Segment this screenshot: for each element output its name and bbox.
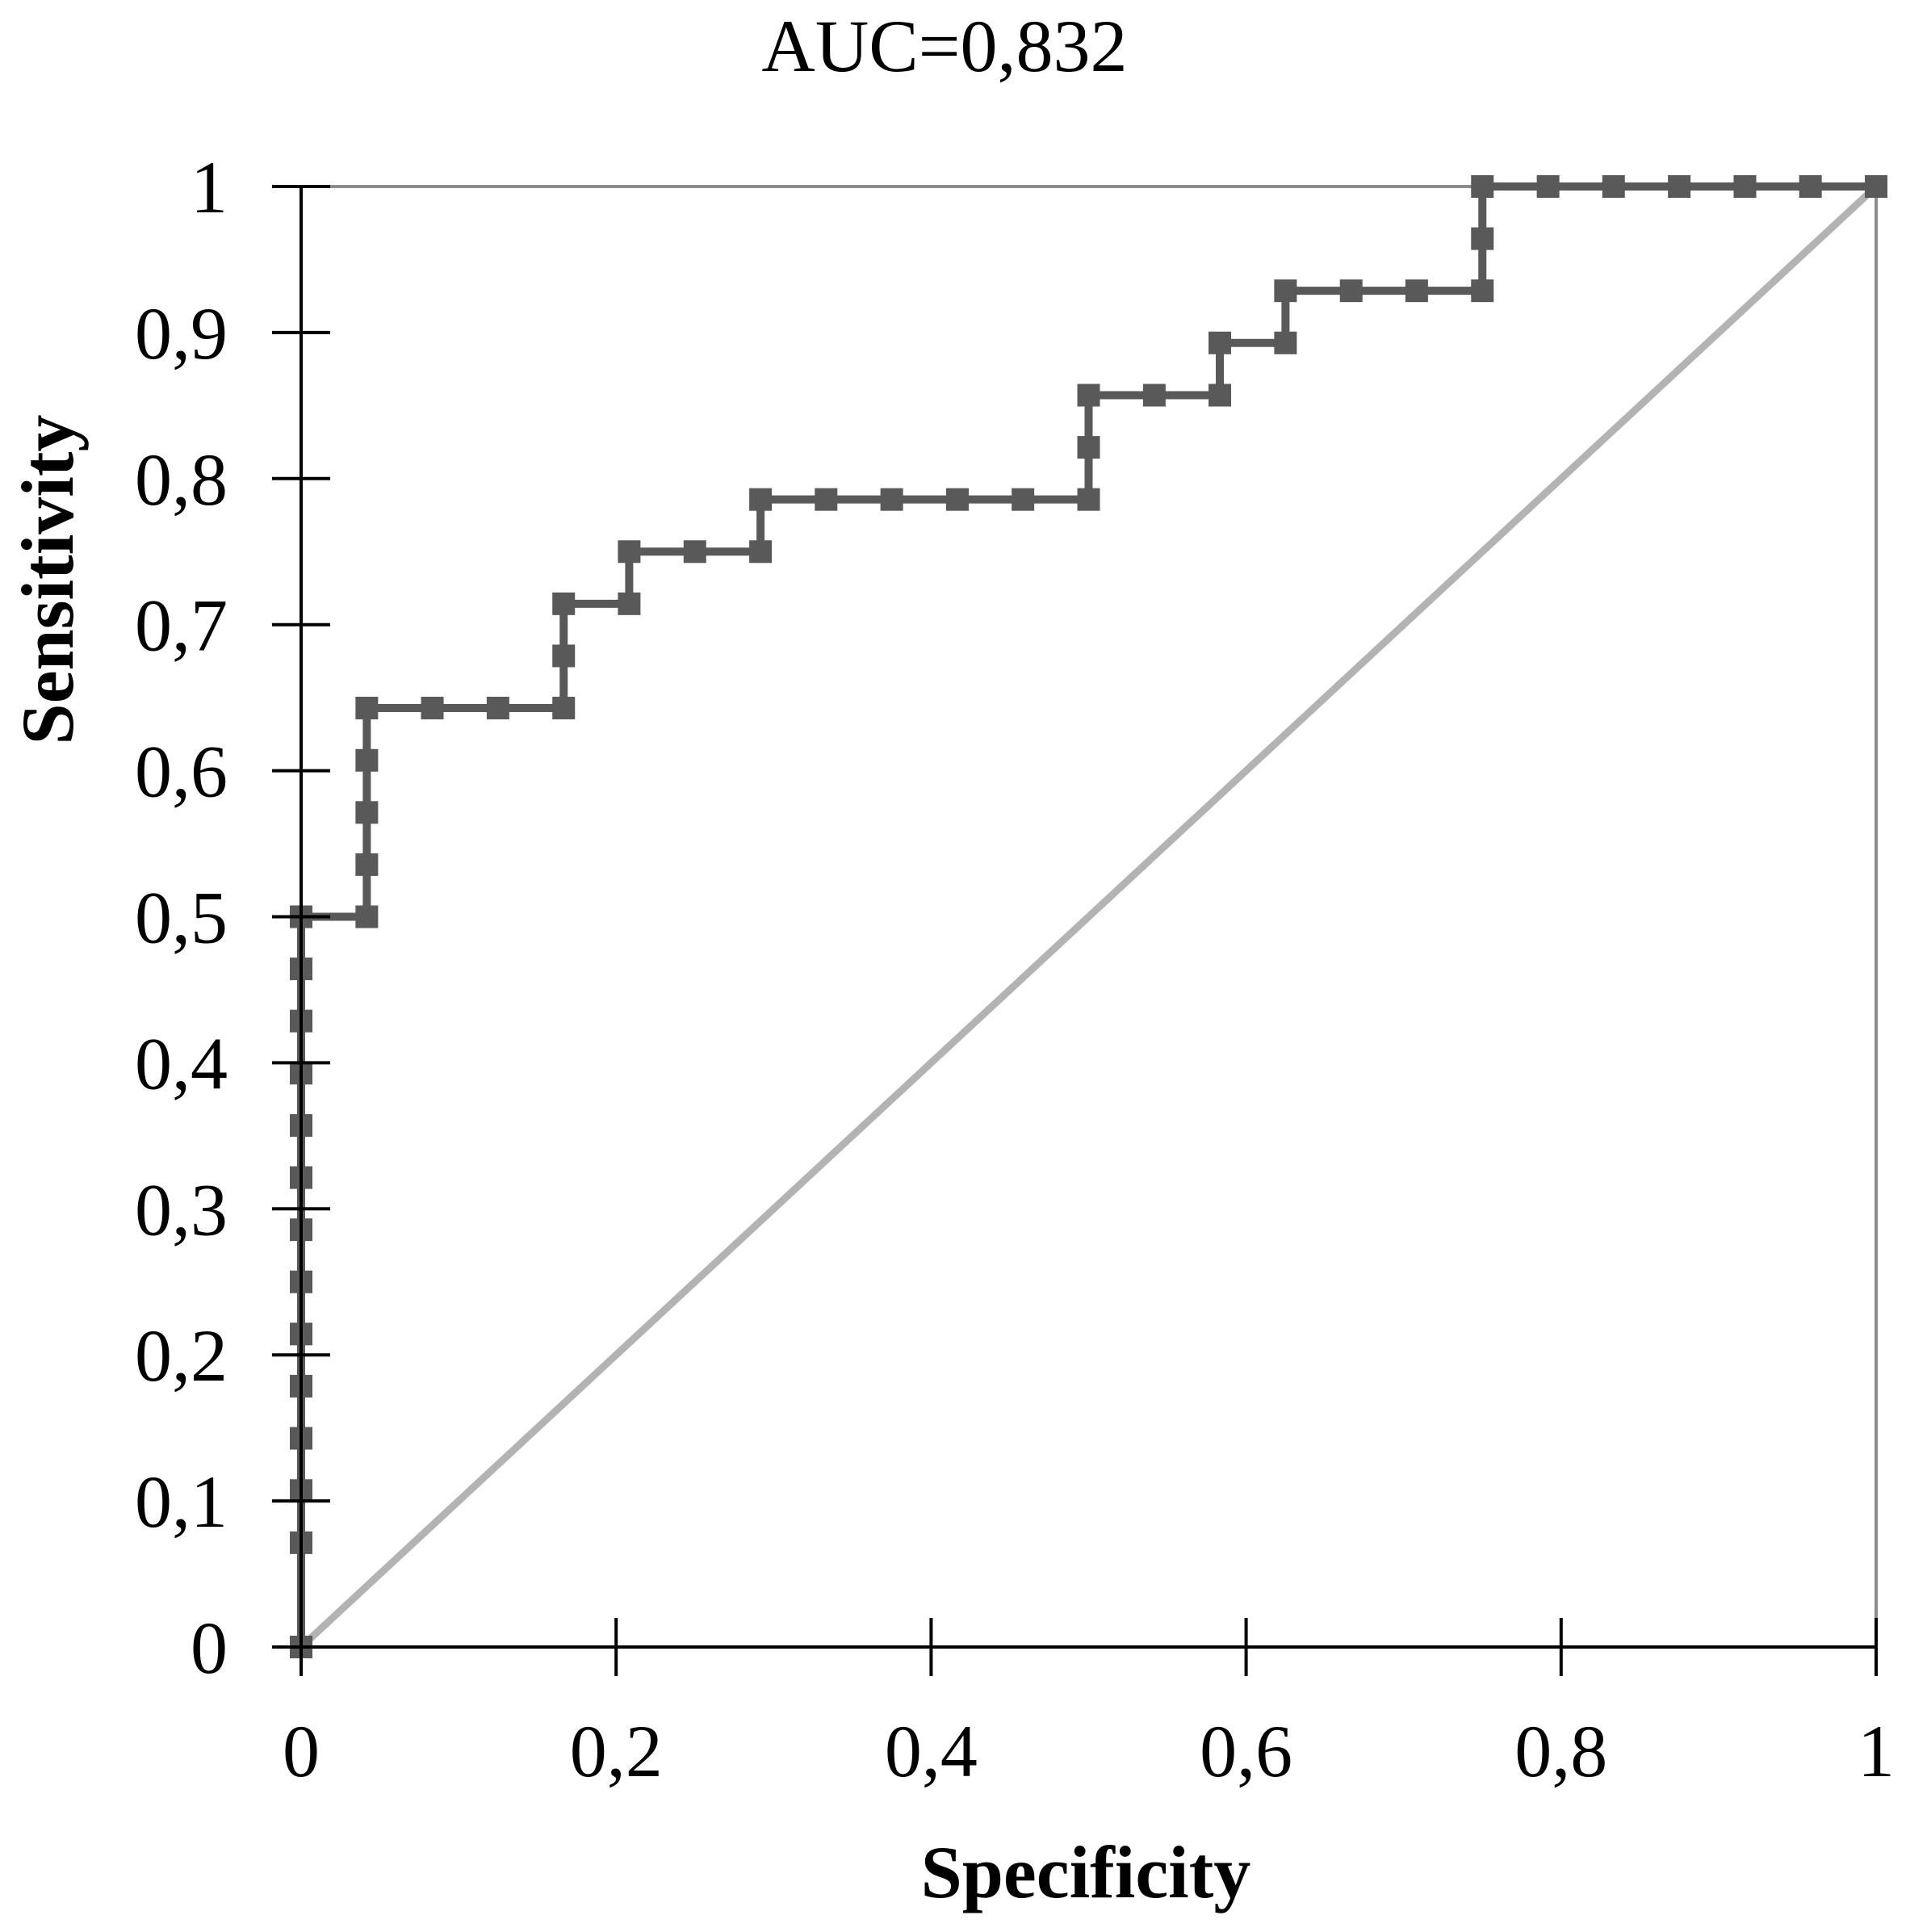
roc-point-marker — [683, 540, 706, 564]
reference-line — [298, 183, 1879, 1650]
roc-point-marker — [355, 696, 379, 719]
roc-point-marker — [1077, 488, 1100, 511]
roc-point-marker — [1077, 436, 1100, 459]
roc-point-marker — [749, 488, 773, 511]
roc-point-marker — [1536, 175, 1560, 198]
roc-point-marker — [1602, 175, 1625, 198]
roc-point-marker — [1471, 279, 1494, 303]
roc-point-marker — [355, 905, 379, 928]
roc-point-marker — [552, 592, 576, 615]
x-tick-label: 0 — [283, 1710, 320, 1792]
y-tick-label: 0,9 — [135, 292, 228, 375]
roc-point-marker — [552, 696, 576, 719]
roc-point-marker — [421, 696, 444, 719]
roc-point-marker — [355, 853, 379, 876]
roc-point-marker — [1471, 227, 1494, 250]
y-tick-label: 0,8 — [135, 438, 228, 521]
roc-point-marker — [1471, 175, 1494, 198]
roc-point-marker — [1142, 383, 1166, 407]
chart-title: AUC=0,832 — [761, 5, 1127, 87]
roc-point-marker — [618, 592, 641, 615]
roc-point-marker — [1733, 175, 1757, 198]
y-tick-label: 0,3 — [135, 1168, 228, 1251]
roc-point-marker — [1799, 175, 1822, 198]
x-axis-label: Specificity — [921, 1831, 1251, 1913]
roc-point-marker — [945, 488, 969, 511]
roc-point-marker — [355, 748, 379, 772]
y-axis-label: Sensitivity — [6, 415, 89, 745]
y-tick-label: 0,6 — [135, 731, 228, 813]
roc-point-marker — [1668, 175, 1691, 198]
roc-point-marker — [1209, 331, 1232, 354]
x-tick-label: 1 — [1858, 1710, 1895, 1792]
roc-point-marker — [1339, 279, 1363, 303]
x-tick-label: 0,2 — [570, 1710, 663, 1792]
x-tick-label: 0,8 — [1514, 1710, 1607, 1792]
roc-point-marker — [552, 644, 576, 668]
roc-point-marker — [1274, 279, 1297, 303]
roc-point-marker — [815, 488, 838, 511]
y-tick-label: 0,1 — [135, 1461, 228, 1543]
y-tick-label: 0,4 — [135, 1022, 228, 1104]
roc-point-marker — [1865, 175, 1887, 198]
roc-point-marker — [1012, 488, 1035, 511]
y-tick-label: 0,5 — [135, 877, 228, 959]
roc-point-marker — [880, 488, 903, 511]
roc-point-marker — [355, 801, 379, 824]
roc-point-marker — [749, 540, 773, 564]
roc-point-marker — [1209, 383, 1232, 407]
x-axis: 0 0,2 0,4 0,6 0,8 1 — [283, 1618, 1895, 1792]
y-axis: 0 0,1 0,2 0,3 0,4 0,5 0,6 0,7 0,8 0,9 1 — [135, 146, 330, 1689]
y-tick-label: 0,7 — [135, 585, 228, 667]
roc-point-marker — [618, 540, 641, 564]
x-tick-label: 0,4 — [885, 1710, 978, 1792]
roc-point-marker — [486, 696, 509, 719]
roc-markers — [290, 175, 1887, 1658]
roc-point-marker — [1274, 331, 1297, 354]
x-tick-label: 0,6 — [1200, 1710, 1292, 1792]
roc-point-marker — [1077, 383, 1100, 407]
y-tick-label: 0,2 — [135, 1314, 228, 1397]
y-tick-label: 1 — [191, 146, 228, 228]
y-tick-label: 0 — [191, 1607, 228, 1689]
roc-point-marker — [1405, 279, 1428, 303]
reference-diagonal-line — [298, 183, 1879, 1650]
